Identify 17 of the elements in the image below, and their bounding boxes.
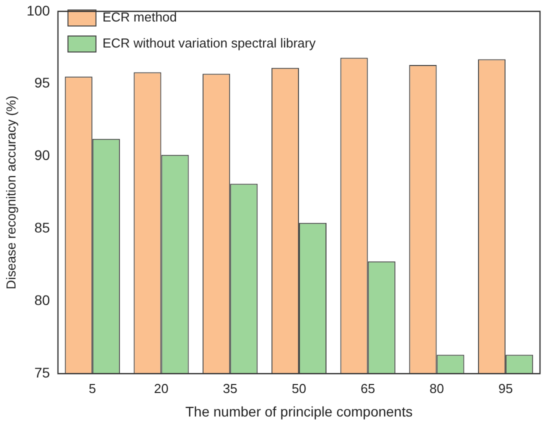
x-axis-title: The number of principle components (185, 403, 413, 420)
y-tick-label: 95 (34, 74, 50, 91)
y-tick-label: 75 (34, 364, 50, 380)
y-tick-label: 100 (26, 2, 50, 18)
x-tick-label: 35 (222, 380, 238, 396)
y-tick-label: 80 (34, 292, 50, 308)
y-axis-title: Disease recognition accuracy (%) (3, 96, 18, 290)
legend-label: ECR without variation spectral library (102, 36, 316, 51)
x-tick-label: 5 (88, 380, 96, 396)
y-tick-label: 85 (34, 220, 50, 236)
x-tick-label: 80 (429, 380, 444, 396)
y-tick-label: 90 (34, 147, 50, 164)
legend-label: ECR method (102, 10, 177, 25)
x-tick-label: 20 (154, 380, 168, 396)
x-tick-label: 50 (292, 380, 306, 396)
x-tick-label: 95 (498, 380, 513, 396)
x-tick-label: 65 (360, 380, 376, 396)
